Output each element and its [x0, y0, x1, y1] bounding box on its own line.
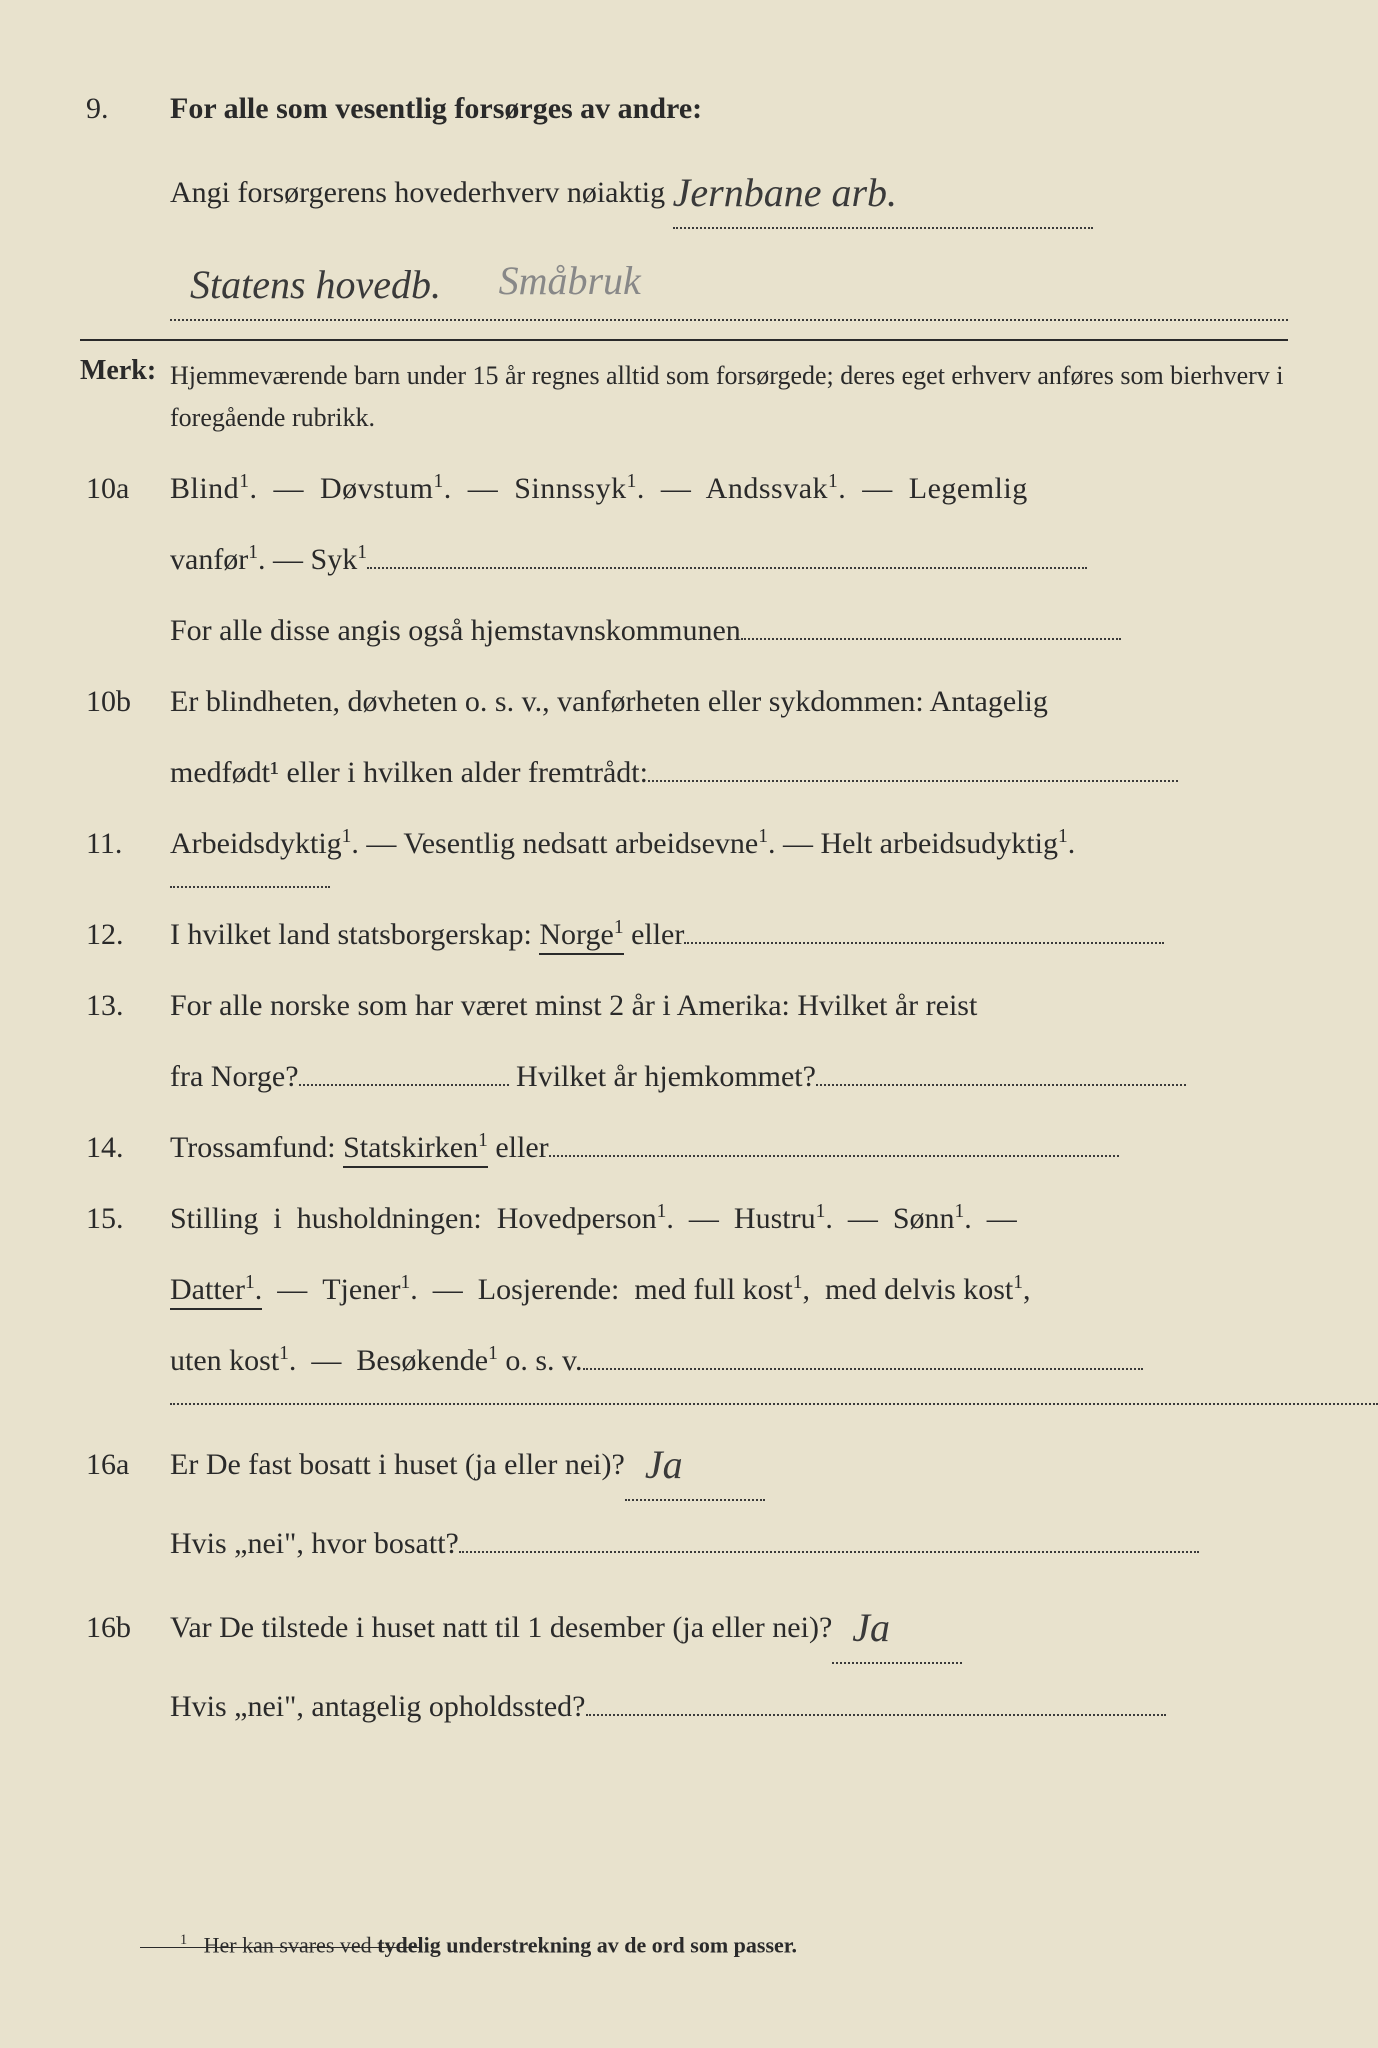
q10b-line2-text: medfødt¹ eller i hvilken alder fremtrådt…	[170, 756, 648, 789]
q9-handwritten-1: Jernbane arb.	[673, 170, 897, 215]
q10b-row: 10b Er blindheten, døvheten o. s. v., va…	[80, 673, 1288, 730]
q16a-line2-text: Hvis „nei", hvor bosatt?	[170, 1527, 459, 1560]
q13-line2a: fra Norge?	[170, 1060, 299, 1093]
merk-text: Hjemmeværende barn under 15 år regnes al…	[170, 355, 1288, 438]
q9-line3: Statens hovedb. Småbruk	[170, 243, 1288, 321]
q14-row: 14. Trossamfund: Statskirken1 eller	[80, 1119, 1288, 1176]
q9-line2-text: Angi forsørgerens hovederhverv nøiaktig	[170, 176, 665, 209]
q9-handwritten-3: Småbruk	[499, 258, 641, 303]
q10b-line1: Er blindheten, døvheten o. s. v., vanfør…	[170, 673, 1288, 730]
q9-title-row: 9. For alle som vesentlig forsørges av a…	[80, 80, 1288, 137]
q16a-answer: Ja	[645, 1442, 683, 1487]
merk-label: Merk:	[80, 355, 170, 387]
q10a-line3: For alle disse angis også hjemstavnskomm…	[170, 602, 1288, 659]
q10a-line3-text: For alle disse angis også hjemstavnskomm…	[170, 614, 741, 647]
q12-pre: I hvilket land statsborgerskap:	[170, 918, 539, 951]
q10a-line1: Blind1. — Døvstum1. — Sinnssyk1. — Andss…	[170, 460, 1288, 517]
q11-text: Arbeidsdyktig1. — Vesentlig nedsatt arbe…	[170, 815, 1288, 872]
q10b-line2: medfødt¹ eller i hvilken alder fremtrådt…	[170, 744, 1288, 801]
q12-post: eller	[624, 918, 685, 951]
divider-11	[170, 886, 330, 888]
q15-line3: uten kost1. — Besøkende1 o. s. v.	[170, 1332, 1288, 1389]
q11-num: 11.	[80, 815, 170, 872]
q12-text: I hvilket land statsborgerskap: Norge1 e…	[170, 906, 1288, 963]
q9-num: 9.	[80, 80, 170, 137]
q16b-line2-text: Hvis „nei", antagelig opholdssted?	[170, 1690, 586, 1723]
q16a-q-text: Er De fast bosatt i huset (ja eller nei)…	[170, 1448, 625, 1481]
footnote: 1 Her kan svares ved tydelig understrekn…	[180, 1922, 797, 1958]
q11-row: 11. Arbeidsdyktig1. — Vesentlig nedsatt …	[80, 815, 1288, 872]
footnote-marker: 1	[180, 1932, 187, 1948]
q16b-num: 16b	[80, 1599, 170, 1656]
q14-pre: Trossamfund:	[170, 1131, 343, 1164]
q9-line2: Angi forsørgerens hovederhverv nøiaktig …	[170, 151, 1288, 229]
q13-line2: fra Norge? Hvilket år hjemkommet?	[170, 1048, 1288, 1105]
q12-num: 12.	[80, 906, 170, 963]
q14-post: eller	[488, 1131, 549, 1164]
q16b-q-text: Var De tilstede i huset natt til 1 desem…	[170, 1611, 832, 1644]
q10a-line2: vanfør1. — Syk1	[170, 531, 1288, 588]
q16b-line2: Hvis „nei", antagelig opholdssted?	[170, 1678, 1288, 1735]
q10a-num: 10a	[80, 460, 170, 517]
q16b-row: 16b Var De tilstede i huset natt til 1 d…	[80, 1586, 1288, 1664]
q13-num: 13.	[80, 977, 170, 1034]
q9-title: For alle som vesentlig forsørges av andr…	[170, 80, 1288, 137]
q16a-row: 16a Er De fast bosatt i huset (ja eller …	[80, 1423, 1288, 1501]
q9-handwritten-2: Statens hovedb.	[190, 262, 441, 307]
q16b-q: Var De tilstede i huset natt til 1 desem…	[170, 1586, 1288, 1664]
q15-line2: Datter1. — Tjener1. — Losjerende: med fu…	[170, 1261, 1288, 1318]
q16a-line2: Hvis „nei", hvor bosatt?	[170, 1515, 1288, 1572]
q12-opt: Norge1	[539, 918, 623, 955]
q15-row: 15. Stilling i husholdningen: Hovedperso…	[80, 1190, 1288, 1247]
q14-opt: Statskirken1	[343, 1131, 488, 1168]
q14-text: Trossamfund: Statskirken1 eller	[170, 1119, 1288, 1176]
q15-num: 15.	[80, 1190, 170, 1247]
merk-row: Merk: Hjemmeværende barn under 15 år reg…	[80, 339, 1288, 438]
q16a-q: Er De fast bosatt i huset (ja eller nei)…	[170, 1423, 1288, 1501]
divider-15	[170, 1403, 1378, 1405]
q15-datter: Datter1.	[170, 1273, 262, 1310]
q10b-num: 10b	[80, 673, 170, 730]
q16b-answer: Ja	[852, 1605, 890, 1650]
q13-line1: For alle norske som har været minst 2 år…	[170, 977, 1288, 1034]
q13-line2b: Hvilket år hjemkommet?	[516, 1060, 816, 1093]
census-form-page: 9. For alle som vesentlig forsørges av a…	[80, 80, 1288, 1988]
q15-line1: Stilling i husholdningen: Hovedperson1. …	[170, 1190, 1288, 1247]
q14-num: 14.	[80, 1119, 170, 1176]
q16a-num: 16a	[80, 1436, 170, 1493]
q13-row: 13. For alle norske som har været minst …	[80, 977, 1288, 1034]
q12-row: 12. I hvilket land statsborgerskap: Norg…	[80, 906, 1288, 963]
q10a-row: 10a Blind1. — Døvstum1. — Sinnssyk1. — A…	[80, 460, 1288, 517]
